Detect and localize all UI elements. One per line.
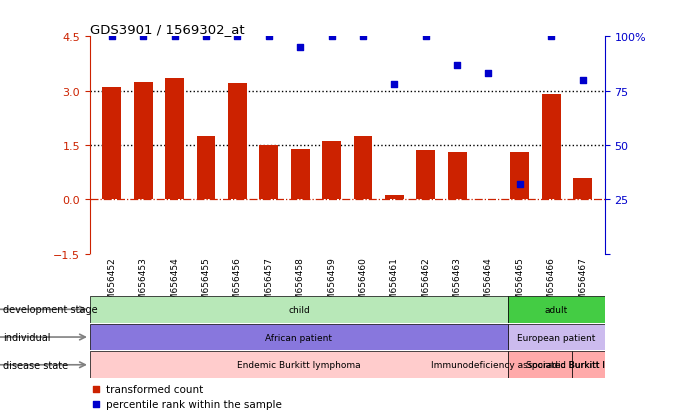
Bar — [385, 195, 404, 200]
Bar — [291, 149, 310, 200]
Text: disease state: disease state — [3, 360, 68, 370]
Text: GSM656462: GSM656462 — [422, 257, 430, 311]
Text: GDS3901 / 1569302_at: GDS3901 / 1569302_at — [90, 23, 245, 36]
Point — [451, 62, 462, 69]
Text: GSM656459: GSM656459 — [327, 257, 336, 311]
Text: transformed count: transformed count — [106, 385, 204, 394]
Bar — [228, 84, 247, 200]
Point — [326, 34, 337, 40]
Bar — [574, 178, 592, 200]
Text: GSM656458: GSM656458 — [296, 257, 305, 311]
Bar — [508, 351, 572, 378]
Text: GSM656457: GSM656457 — [264, 257, 273, 311]
Bar — [259, 146, 278, 200]
Bar — [90, 296, 508, 323]
Point — [483, 71, 494, 77]
Bar — [354, 137, 372, 200]
Point — [389, 82, 400, 88]
Point — [546, 34, 557, 40]
Text: GSM656455: GSM656455 — [202, 257, 211, 311]
Text: percentile rank within the sample: percentile rank within the sample — [106, 399, 282, 409]
Bar — [90, 324, 508, 351]
Point — [420, 34, 431, 40]
Point — [91, 401, 102, 408]
Bar — [196, 137, 216, 200]
Bar — [448, 153, 466, 200]
Point — [263, 34, 274, 40]
Bar — [572, 351, 605, 378]
Text: GSM656465: GSM656465 — [515, 257, 524, 311]
Text: GSM656464: GSM656464 — [484, 257, 493, 311]
Point — [514, 181, 525, 188]
Text: GSM656460: GSM656460 — [359, 257, 368, 311]
Text: Sporadic Burkitt lymphoma: Sporadic Burkitt lymphoma — [527, 361, 651, 369]
Bar — [511, 153, 529, 200]
Bar — [90, 351, 508, 378]
Point — [169, 34, 180, 40]
Text: African patient: African patient — [265, 333, 332, 342]
Text: GSM656463: GSM656463 — [453, 257, 462, 311]
Point — [294, 45, 305, 51]
Text: individual: individual — [3, 332, 51, 342]
Bar — [322, 142, 341, 200]
Text: child: child — [288, 305, 310, 314]
Text: GSM656456: GSM656456 — [233, 257, 242, 311]
Bar — [165, 79, 184, 200]
Point — [577, 77, 588, 84]
Text: Immunodeficiency associated Burkitt lymphoma: Immunodeficiency associated Burkitt lymp… — [430, 361, 650, 369]
Text: Endemic Burkitt lymphoma: Endemic Burkitt lymphoma — [237, 361, 361, 369]
Point — [138, 34, 149, 40]
Bar — [508, 296, 605, 323]
Text: GSM656454: GSM656454 — [170, 257, 179, 311]
Text: GSM656453: GSM656453 — [139, 257, 148, 311]
Bar — [134, 82, 153, 200]
Point — [200, 34, 211, 40]
Text: GSM656467: GSM656467 — [578, 257, 587, 311]
Text: GSM656461: GSM656461 — [390, 257, 399, 311]
Point — [106, 34, 117, 40]
Point — [91, 386, 102, 393]
Bar — [102, 88, 121, 200]
Bar — [542, 95, 560, 200]
Bar — [508, 324, 605, 351]
Bar — [479, 199, 498, 200]
Text: GSM656466: GSM656466 — [547, 257, 556, 311]
Point — [232, 34, 243, 40]
Text: GSM656452: GSM656452 — [107, 257, 116, 311]
Text: adult: adult — [545, 305, 568, 314]
Bar — [416, 151, 435, 200]
Text: European patient: European patient — [517, 333, 596, 342]
Point — [357, 34, 368, 40]
Text: development stage: development stage — [3, 304, 98, 315]
